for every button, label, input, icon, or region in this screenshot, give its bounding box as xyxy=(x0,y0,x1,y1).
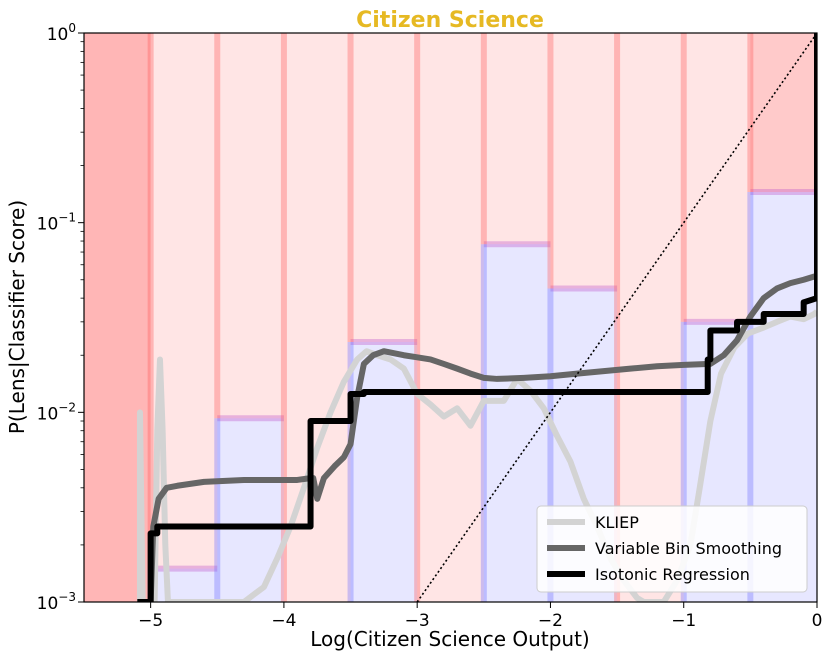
series-lines xyxy=(136,33,817,602)
plot-frame xyxy=(83,32,818,603)
x-tick-label-1: −4 xyxy=(271,611,296,631)
legend-box xyxy=(536,505,808,593)
bin-lens-2 xyxy=(217,418,284,602)
y-tick-label-0: 10−3 xyxy=(37,590,76,614)
series-line-1 xyxy=(147,273,817,602)
bin-nonlens-6 xyxy=(483,33,551,245)
legend-label-0: KLIEP xyxy=(595,513,639,532)
x-tick-label-0: −5 xyxy=(138,611,163,631)
series-line-0 xyxy=(136,309,817,602)
bin-nonlens-2 xyxy=(217,33,284,419)
bin-nonlens-7 xyxy=(550,33,618,289)
legend-label-1: Variable Bin Smoothing xyxy=(595,539,782,558)
y-tick-label-2: 10−1 xyxy=(37,211,76,235)
x-axis-label: Log(Citizen Science Output) xyxy=(310,627,589,651)
y-axis-label: P(Lens|Classifier Score) xyxy=(5,200,29,434)
legend: KLIEP Variable Bin Smoothing Isotonic Regr… xyxy=(536,505,808,593)
legend-label-2: Isotonic Regression xyxy=(595,565,750,584)
x-tick-label-4: −1 xyxy=(671,611,696,631)
bin-nonlens-9 xyxy=(683,33,751,322)
x-tick-label-5: 0 xyxy=(812,611,823,631)
series-line-2 xyxy=(137,33,817,602)
bin-nonlens-4 xyxy=(350,33,418,342)
reference-line xyxy=(416,33,817,602)
y-tick-label-3: 100 xyxy=(47,21,76,45)
chart-title: Citizen Science xyxy=(356,8,544,33)
bin-nonlens-10 xyxy=(750,33,817,193)
x-axis-ticks: −5 −4 −3 −2 −1 0 xyxy=(138,602,822,631)
x-tick-label-3: −2 xyxy=(538,611,563,631)
y-tick-label-1: 10−2 xyxy=(37,400,76,424)
y-axis-ticks: 10−3 10−2 10−1 100 xyxy=(37,21,84,614)
bin-nonlens-1 xyxy=(150,33,218,569)
bin-lens-1 xyxy=(150,568,218,602)
x-tick-label-2: −3 xyxy=(405,611,430,631)
bin-nonlens-5 xyxy=(417,33,484,602)
